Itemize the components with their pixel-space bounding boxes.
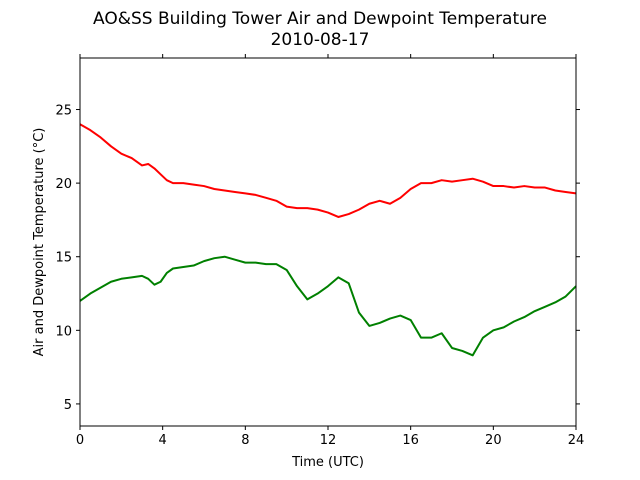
y-tick-label: 15 <box>55 251 72 266</box>
ticks-layer: 0 4 8 12 16 20 24 5 10 15 20 25 <box>55 54 584 448</box>
x-tick-label: 24 <box>568 433 585 448</box>
y-tick-label: 10 <box>55 324 72 339</box>
y-tick-label: 20 <box>55 177 72 192</box>
y-axis-label: Air and Dewpoint Temperature (°C) <box>32 128 47 357</box>
chart-title: AO&SS Building Tower Air and Dewpoint Te… <box>93 9 547 29</box>
x-axis-label: Time (UTC) <box>291 455 364 470</box>
series-line-1 <box>79 123 577 218</box>
chart-subtitle: 2010-08-17 <box>271 30 370 50</box>
plot-frame <box>79 57 577 427</box>
x-tick-label: 20 <box>485 433 502 448</box>
x-tick-label: 16 <box>402 433 419 448</box>
x-tick-label: 8 <box>241 433 249 448</box>
x-tick-label: 4 <box>159 433 167 448</box>
x-tick-label: 0 <box>76 433 84 448</box>
x-tick-label: 12 <box>320 433 337 448</box>
y-tick-label: 25 <box>55 104 72 119</box>
y-tick-label: 5 <box>64 398 72 413</box>
series-layer <box>79 123 577 357</box>
series-line-2 <box>79 255 577 357</box>
